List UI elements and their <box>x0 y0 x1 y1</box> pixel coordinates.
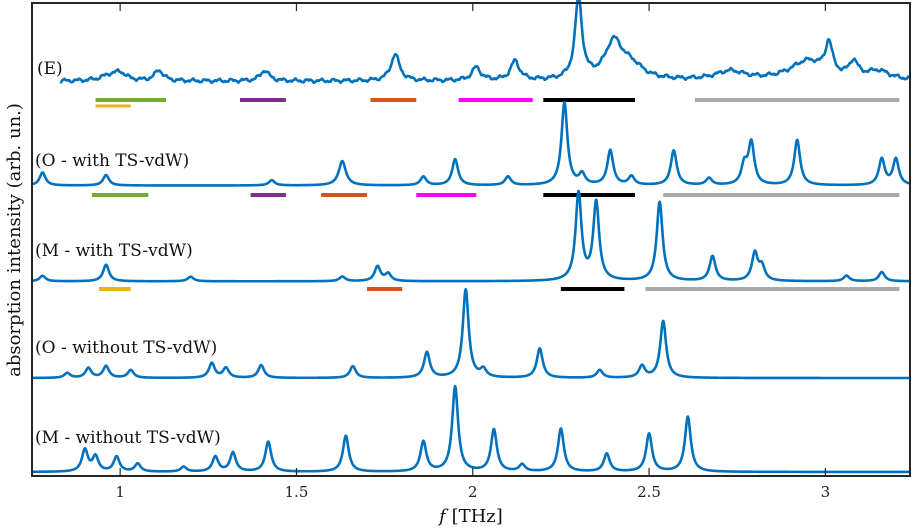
panel-label-3: (M - with TS-vdW) <box>35 241 193 261</box>
x-tick-label-4: 2.5 <box>637 483 661 501</box>
spectrum-line-5 <box>31 384 911 474</box>
x-tick-label-1: 1 <box>115 483 125 501</box>
plot-frame <box>31 2 911 477</box>
x-axis-title: f [THz] <box>437 506 503 527</box>
spectrum-line-1 <box>59 0 911 85</box>
panel-label-2: (O - with TS-vdW) <box>35 151 189 171</box>
panel-label-5: (M - without TS-vdW) <box>35 428 221 448</box>
x-axis-unit: [THz] <box>452 506 503 527</box>
panel-label-4: (O - without TS-vdW) <box>35 338 217 358</box>
frequency-bands <box>91 98 900 291</box>
spectrum-line-3 <box>31 189 911 283</box>
panel-labels: (E) (O - with TS-vdW) (M - with TS-vdW) (O … <box>35 59 221 448</box>
spectrum-lines <box>31 0 911 474</box>
x-tick-label-2: 1.5 <box>285 483 309 501</box>
spectrum-line-2 <box>31 100 911 187</box>
panel-label-1: (E) <box>37 59 63 79</box>
y-axis-title: absorption intensity (arb. un.) <box>4 103 25 377</box>
spectrum-line-4 <box>31 287 911 380</box>
x-tick-label-5: 3 <box>821 483 831 501</box>
x-axis-ticks: 1 1.5 2 2.5 3 <box>115 3 830 501</box>
x-tick-label-3: 2 <box>468 483 478 501</box>
